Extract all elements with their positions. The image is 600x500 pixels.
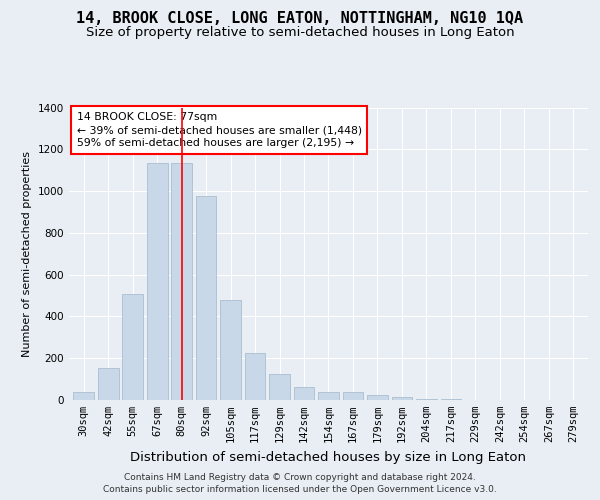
Text: Contains HM Land Registry data © Crown copyright and database right 2024.
Contai: Contains HM Land Registry data © Crown c… (103, 472, 497, 494)
Bar (269, 374, 290, 400)
Bar (73, 392, 94, 400)
Bar (293, 388, 314, 400)
Bar (171, 163, 192, 400)
Bar (98, 368, 119, 400)
Bar (440, 398, 461, 400)
Bar (196, 196, 217, 400)
Bar (392, 398, 412, 400)
Bar (122, 294, 143, 400)
Bar (220, 300, 241, 400)
Text: 14, BROOK CLOSE, LONG EATON, NOTTINGHAM, NG10 1QA: 14, BROOK CLOSE, LONG EATON, NOTTINGHAM,… (76, 11, 524, 26)
Bar (245, 353, 265, 400)
Text: Size of property relative to semi-detached houses in Long Eaton: Size of property relative to semi-detach… (86, 26, 514, 39)
Bar (147, 163, 167, 400)
X-axis label: Distribution of semi-detached houses by size in Long Eaton: Distribution of semi-detached houses by … (131, 450, 527, 464)
Bar (343, 392, 364, 400)
Bar (367, 396, 388, 400)
Y-axis label: Number of semi-detached properties: Number of semi-detached properties (22, 151, 32, 357)
Text: 14 BROOK CLOSE: 77sqm
← 39% of semi-detached houses are smaller (1,448)
59% of s: 14 BROOK CLOSE: 77sqm ← 39% of semi-deta… (77, 112, 362, 148)
Bar (318, 392, 339, 400)
Bar (416, 398, 437, 400)
